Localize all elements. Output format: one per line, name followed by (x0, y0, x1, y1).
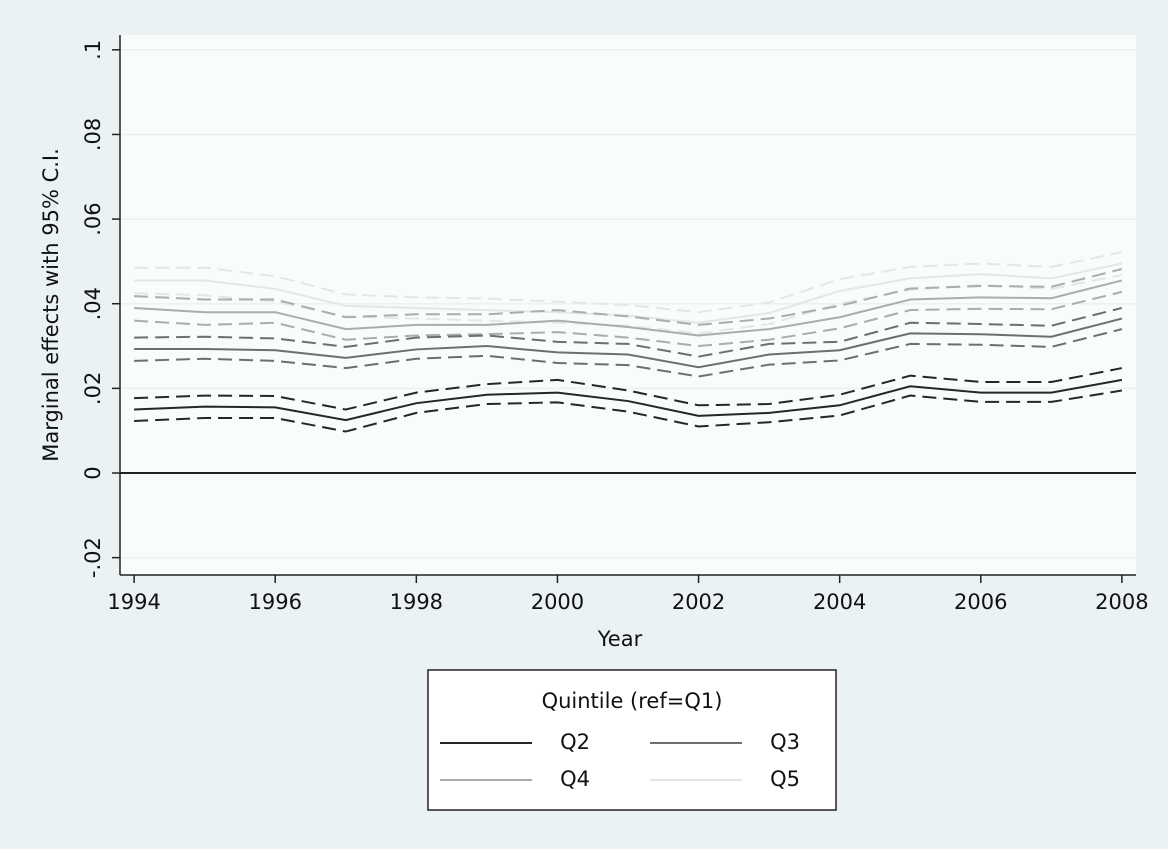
y-tick-label: .06 (81, 202, 105, 235)
x-tick-label: 2008 (1095, 590, 1148, 614)
legend-label: Q5 (770, 767, 800, 791)
legend-title: Quintile (ref=Q1) (542, 689, 723, 713)
y-tick-label: .02 (81, 372, 105, 405)
y-tick-label: .04 (81, 287, 105, 320)
x-tick-label: 1998 (390, 590, 443, 614)
y-tick-label: .1 (81, 40, 105, 60)
series-line (134, 279, 1123, 337)
ci-line (134, 328, 1123, 378)
x-tick-label: 2004 (813, 590, 866, 614)
legend-label: Q2 (560, 730, 590, 754)
y-tick-label: .08 (81, 118, 105, 151)
series-line (134, 378, 1123, 422)
y-tick-label: 0 (81, 466, 105, 479)
ci-line (134, 251, 1123, 314)
x-tick-label: 2006 (954, 590, 1007, 614)
ci-line (134, 367, 1123, 411)
x-tick-label: 2000 (531, 590, 584, 614)
y-axis-title: Marginal effects with 95% C.I. (39, 148, 63, 462)
x-tick-label: 1994 (107, 590, 160, 614)
ci-line (134, 290, 1123, 348)
legend-box (427, 669, 837, 811)
series-line (134, 317, 1123, 369)
x-axis-title: Year (597, 627, 643, 651)
legend-label: Q3 (770, 730, 800, 754)
x-tick-label: 2002 (672, 590, 725, 614)
x-tick-label: 1996 (248, 590, 301, 614)
y-tick-label: -.02 (81, 537, 105, 578)
ci-line (134, 306, 1123, 358)
ci-line (134, 268, 1123, 326)
legend-label: Q4 (560, 767, 590, 791)
